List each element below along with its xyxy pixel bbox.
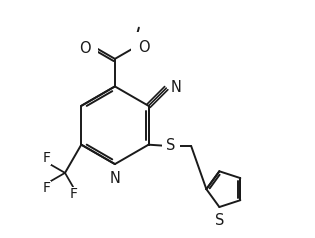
Text: F: F	[43, 151, 51, 165]
Text: S: S	[166, 139, 176, 154]
Text: O: O	[138, 40, 150, 55]
Text: S: S	[215, 213, 224, 228]
Text: F: F	[43, 181, 51, 195]
Text: N: N	[110, 171, 120, 186]
Text: O: O	[79, 41, 91, 56]
Text: F: F	[69, 187, 77, 201]
Text: N: N	[171, 80, 182, 95]
